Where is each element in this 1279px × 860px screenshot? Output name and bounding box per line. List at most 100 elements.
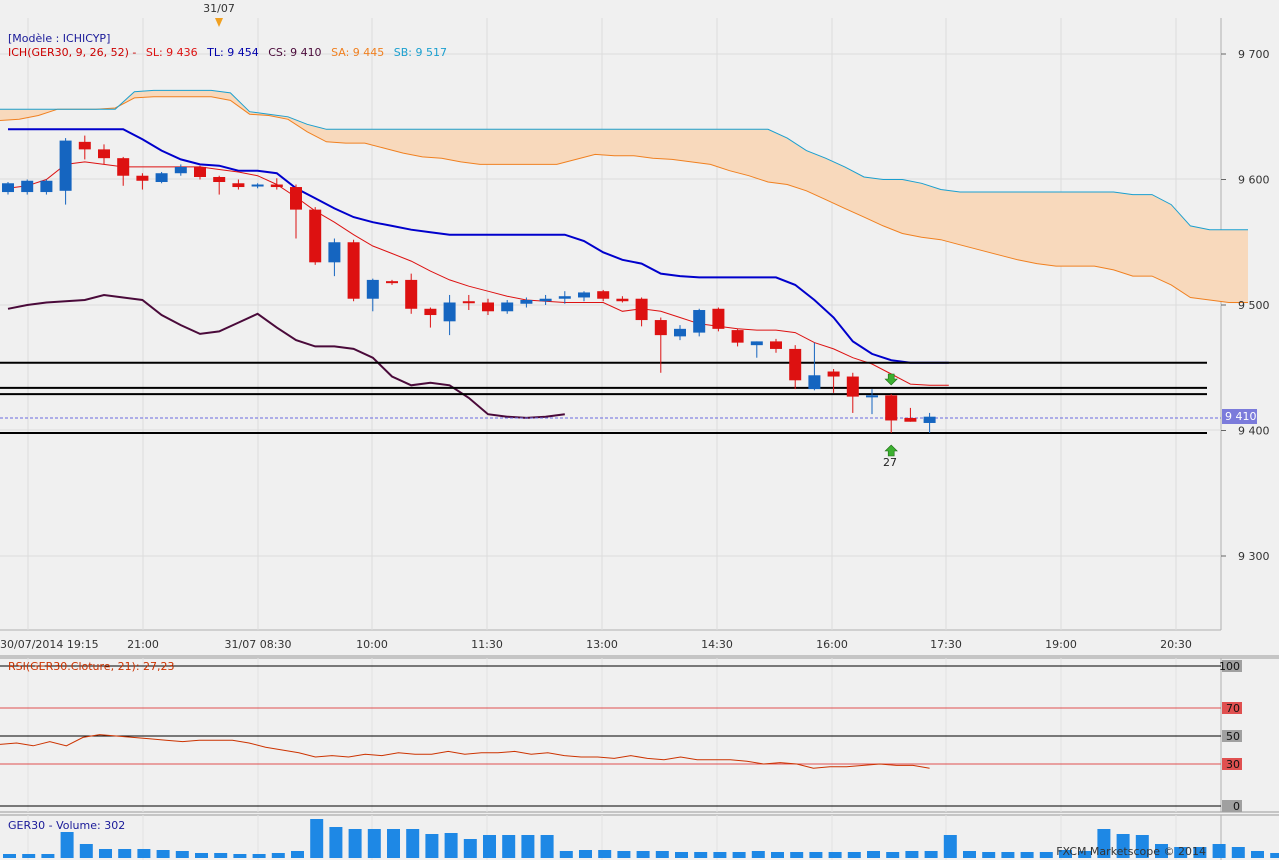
time-tick-label: 14:30	[701, 638, 733, 651]
candle-body	[712, 308, 725, 329]
volume-bar	[1212, 844, 1226, 858]
top-date-marker-label: 31/07	[203, 2, 235, 15]
candle-body	[462, 301, 475, 304]
volume-bar	[867, 851, 880, 858]
candle-body	[136, 175, 149, 181]
volume-bar	[617, 851, 631, 858]
time-tick-label: 11:30	[471, 638, 503, 651]
price-panel[interactable]	[0, 18, 1221, 630]
signal-down-arrow-icon	[884, 373, 898, 386]
signal-label: 27	[883, 456, 897, 469]
volume-bar	[175, 851, 189, 858]
candle-body	[904, 417, 917, 422]
volume-bar	[118, 849, 132, 858]
legend-tl: TL: 9 454	[206, 46, 259, 59]
cloud-area	[0, 90, 1248, 303]
candle-body	[98, 149, 110, 159]
legend-cs: CS: 9 410	[268, 46, 321, 59]
indicator-lines	[0, 89, 1248, 419]
volume-bar	[1001, 852, 1015, 858]
volume-bar	[195, 853, 208, 858]
volume-bar	[675, 852, 688, 858]
volume-bar	[41, 854, 55, 858]
candle-body	[366, 279, 379, 299]
candle-body	[251, 184, 264, 187]
volume-bar	[943, 835, 957, 858]
time-tick-label: 19:00	[1045, 638, 1077, 651]
volume-bar	[694, 852, 708, 858]
volume-bar	[579, 850, 592, 858]
rsi-title: RSI(GER30.Cloture, 21): 27,23	[8, 660, 175, 673]
rsi-level-label: 100	[1219, 660, 1240, 673]
volume-bar	[329, 827, 343, 858]
grid-lines	[0, 18, 1221, 860]
rsi-line	[0, 734, 930, 769]
volume-bar	[886, 852, 900, 858]
volume-bar	[751, 851, 765, 858]
time-tick-label: 10:00	[356, 638, 388, 651]
time-axis: 30/07/2014 19:15 21:00 31/07 08:30 10:00 11:…	[0, 638, 1192, 651]
time-tick-label: 17:30	[930, 638, 962, 651]
candle-body	[155, 173, 168, 183]
volume-bar	[1251, 851, 1264, 858]
candle-body	[328, 242, 341, 263]
volume-bar	[732, 852, 746, 858]
candle-body	[520, 299, 533, 304]
time-tick-label: 31/07 08:30	[225, 638, 292, 651]
volume-bar	[502, 835, 516, 858]
time-tick-label: 20:30	[1160, 638, 1192, 651]
volume-bar	[406, 829, 420, 858]
candle-body	[21, 180, 34, 193]
rsi-level-badge	[1222, 730, 1242, 742]
candle-body	[539, 298, 552, 302]
rsi-panel: 100 70 50 30 0	[0, 660, 1242, 813]
volume-bar	[367, 829, 381, 858]
candle-body	[194, 166, 206, 177]
candle-body	[635, 298, 648, 321]
current-price-badge	[1222, 409, 1257, 424]
candle-body	[616, 298, 629, 302]
volume-bar	[79, 844, 93, 858]
volume-bar	[828, 852, 842, 858]
time-tick-label: 16:00	[816, 638, 848, 651]
volume-bar	[271, 853, 285, 858]
candle-body	[693, 310, 706, 333]
candle-body	[558, 296, 571, 299]
volume-bar	[60, 832, 74, 858]
candle-body	[78, 141, 91, 150]
candle-body	[731, 330, 744, 343]
volume-bar	[847, 852, 861, 858]
candle-body	[674, 328, 686, 337]
senkou-span-a-line	[0, 96, 1248, 303]
kijun-sen-line	[8, 128, 949, 364]
candle-body	[808, 375, 821, 390]
signal-arrows	[884, 373, 898, 457]
current-price-label: 9 410	[1225, 410, 1257, 423]
chikou-span-line	[7, 293, 565, 419]
candle-body	[117, 158, 130, 176]
legend-sa: SA: 9 445	[331, 46, 384, 59]
rsi-level-badge	[1222, 660, 1242, 672]
candle-body	[846, 376, 859, 397]
rsi-level-badge	[1222, 800, 1242, 812]
price-tick-label: 9 700	[1238, 48, 1270, 61]
volume-bar	[905, 851, 919, 858]
volume-bar	[1193, 847, 1207, 858]
volume-bar	[233, 854, 247, 858]
candle-body	[386, 281, 398, 284]
price-tick-label: 9 300	[1238, 550, 1270, 563]
candlesticks	[2, 135, 936, 434]
volume-title: GER30 - Volume: 302	[8, 819, 125, 832]
candle-body	[347, 242, 360, 299]
legend-ich-params: ICH(GER30, 9, 26, 52) -	[8, 46, 136, 59]
candle-body	[770, 341, 782, 349]
price-axis-panel	[1221, 18, 1279, 630]
volume-bar	[214, 853, 228, 858]
volume-bar	[809, 852, 823, 858]
volume-bar	[540, 835, 554, 858]
volume-bar	[1174, 847, 1188, 858]
rsi-level-label: 30	[1226, 758, 1240, 771]
legend-model: [Modèle : ICHICYP]	[8, 32, 110, 45]
candle-body	[174, 166, 187, 174]
